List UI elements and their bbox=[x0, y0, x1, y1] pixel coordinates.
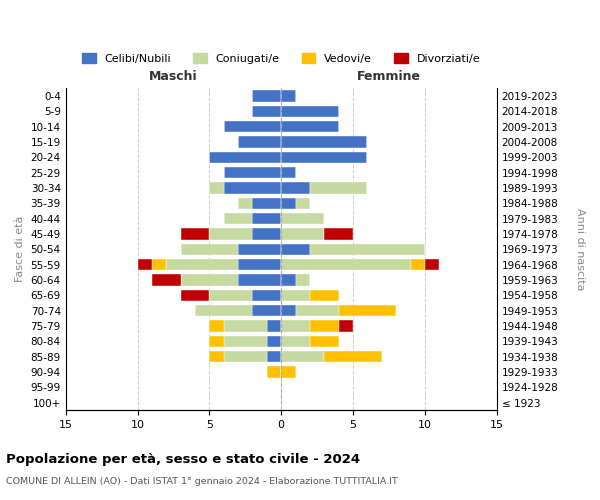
Bar bbox=[310, 336, 338, 347]
Bar bbox=[281, 366, 296, 378]
Bar bbox=[281, 351, 325, 362]
Bar bbox=[209, 351, 224, 362]
Bar bbox=[209, 336, 224, 347]
Bar bbox=[425, 259, 439, 270]
Bar bbox=[310, 244, 425, 255]
Bar bbox=[281, 290, 310, 301]
Bar bbox=[281, 198, 296, 209]
Bar bbox=[209, 320, 224, 332]
Bar bbox=[281, 259, 410, 270]
Bar bbox=[310, 290, 338, 301]
Bar bbox=[310, 182, 367, 194]
Bar bbox=[410, 259, 425, 270]
Bar bbox=[267, 336, 281, 347]
Bar bbox=[224, 213, 253, 224]
Bar bbox=[281, 336, 310, 347]
Legend: Celibi/Nubili, Coniugati/e, Vedovi/e, Divorziati/e: Celibi/Nubili, Coniugati/e, Vedovi/e, Di… bbox=[78, 49, 484, 68]
Bar bbox=[181, 274, 238, 285]
Bar bbox=[281, 106, 338, 117]
Bar bbox=[338, 305, 396, 316]
Bar bbox=[224, 320, 267, 332]
Bar bbox=[195, 305, 253, 316]
Bar bbox=[310, 320, 338, 332]
Y-axis label: Fasce di età: Fasce di età bbox=[15, 216, 25, 282]
Bar bbox=[209, 290, 253, 301]
Bar bbox=[267, 320, 281, 332]
Bar bbox=[281, 121, 338, 132]
Bar bbox=[209, 228, 253, 239]
Bar bbox=[224, 182, 281, 194]
Bar bbox=[152, 274, 181, 285]
Bar bbox=[238, 198, 253, 209]
Bar bbox=[253, 290, 281, 301]
Bar bbox=[253, 228, 281, 239]
Bar bbox=[238, 136, 281, 147]
Bar bbox=[209, 182, 224, 194]
Bar bbox=[238, 259, 281, 270]
Bar bbox=[325, 351, 382, 362]
Bar bbox=[253, 213, 281, 224]
Bar bbox=[296, 274, 310, 285]
Bar bbox=[152, 259, 166, 270]
Bar bbox=[325, 228, 353, 239]
Bar bbox=[281, 244, 310, 255]
Text: COMUNE DI ALLEIN (AO) - Dati ISTAT 1° gennaio 2024 - Elaborazione TUTTITALIA.IT: COMUNE DI ALLEIN (AO) - Dati ISTAT 1° ge… bbox=[6, 478, 398, 486]
Bar bbox=[166, 259, 238, 270]
Y-axis label: Anni di nascita: Anni di nascita bbox=[575, 208, 585, 290]
Bar bbox=[253, 90, 281, 102]
Bar bbox=[253, 106, 281, 117]
Bar bbox=[137, 259, 152, 270]
Bar bbox=[267, 366, 281, 378]
Bar bbox=[181, 228, 209, 239]
Bar bbox=[281, 320, 310, 332]
Bar bbox=[296, 305, 338, 316]
Text: Femmine: Femmine bbox=[357, 70, 421, 83]
Bar bbox=[281, 152, 367, 163]
Text: Maschi: Maschi bbox=[149, 70, 198, 83]
Bar bbox=[224, 167, 281, 178]
Bar bbox=[281, 90, 296, 102]
Text: Popolazione per età, sesso e stato civile - 2024: Popolazione per età, sesso e stato civil… bbox=[6, 452, 360, 466]
Bar bbox=[181, 290, 209, 301]
Bar bbox=[281, 136, 367, 147]
Bar bbox=[224, 336, 267, 347]
Bar bbox=[238, 274, 281, 285]
Bar bbox=[296, 198, 310, 209]
Bar bbox=[281, 182, 310, 194]
Bar bbox=[281, 213, 325, 224]
Bar bbox=[338, 320, 353, 332]
Bar bbox=[253, 198, 281, 209]
Bar bbox=[281, 274, 296, 285]
Bar bbox=[253, 305, 281, 316]
Bar bbox=[181, 244, 238, 255]
Bar bbox=[281, 305, 296, 316]
Bar bbox=[224, 351, 267, 362]
Bar bbox=[209, 152, 281, 163]
Bar bbox=[238, 244, 281, 255]
Bar bbox=[281, 228, 325, 239]
Bar bbox=[267, 351, 281, 362]
Bar bbox=[281, 167, 296, 178]
Bar bbox=[224, 121, 281, 132]
